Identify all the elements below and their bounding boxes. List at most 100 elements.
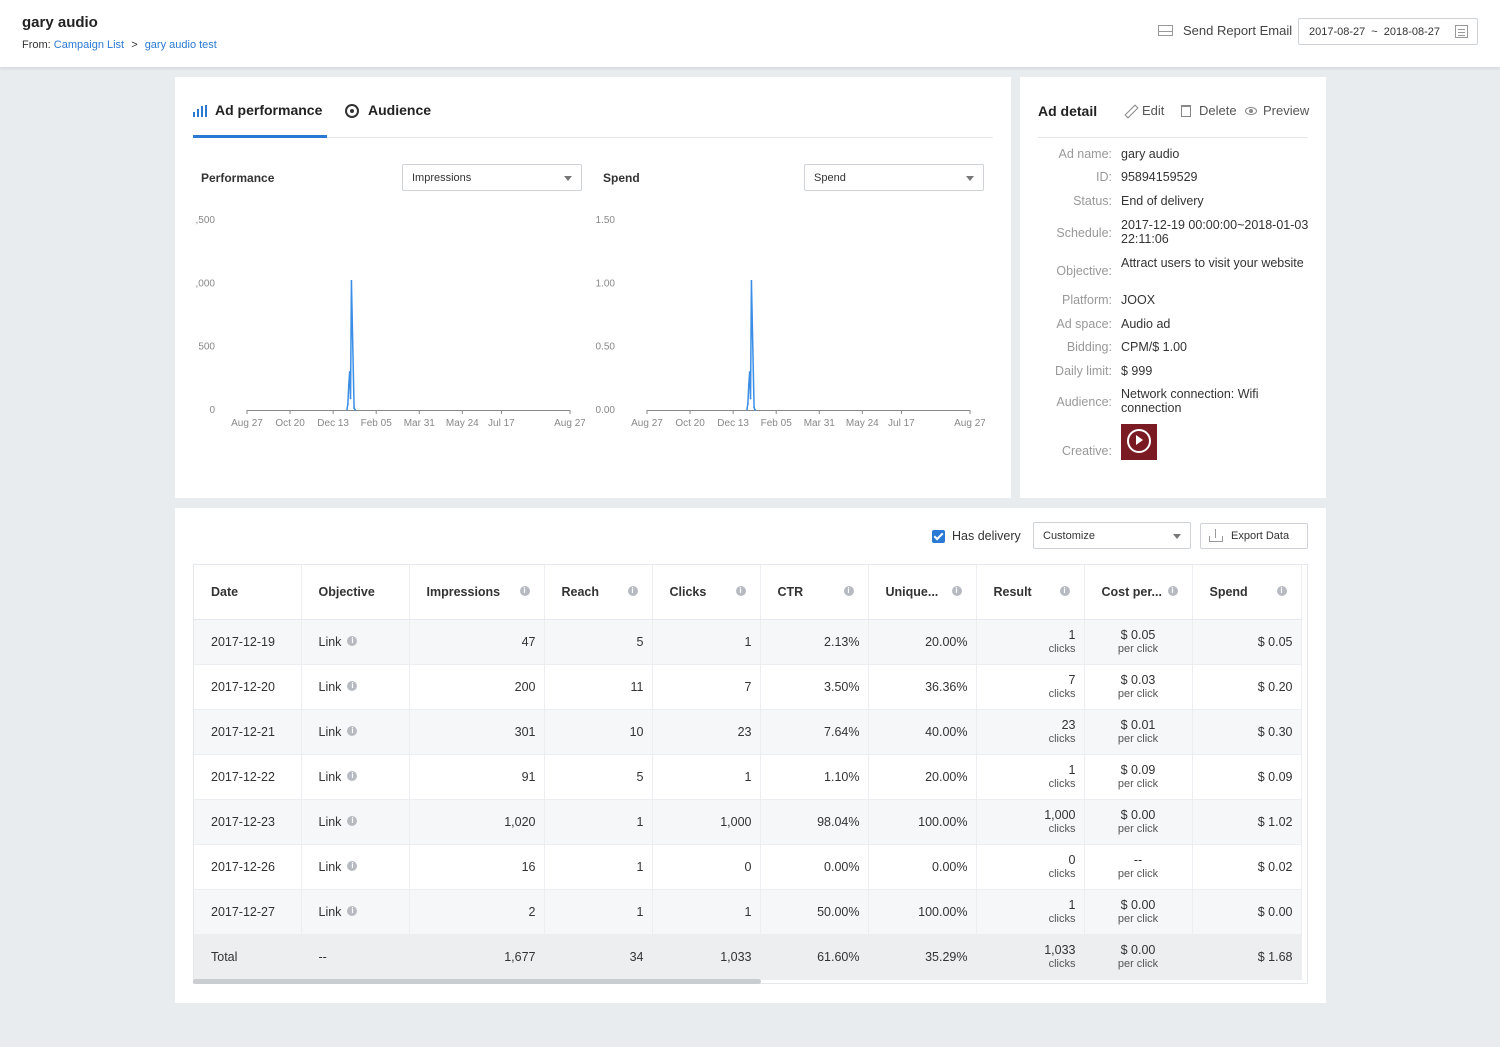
info-icon[interactable]: i xyxy=(347,771,358,782)
checkbox-checked-icon xyxy=(932,529,945,543)
ctr-cell: 7.64% xyxy=(760,709,869,755)
info-icon[interactable]: i xyxy=(347,861,358,872)
date-cell: 2017-12-20 xyxy=(194,664,302,710)
info-icon[interactable]: i xyxy=(843,586,854,596)
unique-cell: 100.00% xyxy=(868,889,977,935)
cost-per-result-cell: $ 0.01 per click xyxy=(1084,709,1193,755)
impressions-cell: 47 xyxy=(409,619,545,665)
data-point xyxy=(749,397,752,400)
edit-button[interactable]: Edit xyxy=(1124,103,1164,118)
tab-audience[interactable]: Audience xyxy=(345,102,431,138)
cell-clicks: 1 xyxy=(744,634,752,649)
column-header[interactable]: Impressions i xyxy=(409,565,545,620)
cell-spend: $ 0.20 xyxy=(1257,679,1293,694)
breadcrumb-campaign[interactable]: gary audio test xyxy=(144,39,217,51)
info-icon[interactable]: i xyxy=(347,906,358,917)
column-header[interactable]: Result i xyxy=(976,565,1085,620)
delete-label: Delete xyxy=(1199,103,1237,118)
date-range-picker[interactable]: 2017-08-27 ~ 2018-08-27 xyxy=(1298,18,1478,45)
column-header[interactable]: Spend i xyxy=(1192,565,1302,620)
info-icon[interactable]: i xyxy=(951,586,962,596)
y-tick-label: 0 xyxy=(209,405,215,416)
breadcrumb-campaign-list[interactable]: Campaign List xyxy=(53,39,125,51)
delete-button[interactable]: Delete xyxy=(1181,103,1237,118)
reach-cell: 11 xyxy=(544,664,653,710)
column-header-label: Spend xyxy=(1209,584,1248,599)
ctr-cell: 0.00% xyxy=(760,844,869,890)
data-table-container[interactable]: Date Objective Impressions i Reach i Clicks i CT… xyxy=(193,564,1308,984)
export-data-label: Export Data xyxy=(1231,530,1290,542)
data-point xyxy=(348,370,351,373)
send-report-email-button[interactable]: Send Report Email xyxy=(1158,23,1292,38)
export-data-button[interactable]: Export Data xyxy=(1200,523,1308,549)
info-icon[interactable]: i xyxy=(1276,586,1287,596)
impressions-cell: 91 xyxy=(409,754,545,800)
cell-cost-unit: per click xyxy=(1117,732,1159,745)
info-icon[interactable]: i xyxy=(347,726,358,737)
series-line xyxy=(346,280,357,411)
date-cell: 2017-12-22 xyxy=(194,754,302,800)
column-header[interactable]: Reach i xyxy=(544,565,653,620)
top-bar: gary audio From: Campaign List > gary au… xyxy=(0,0,1500,68)
cell-date: 2017-12-21 xyxy=(211,724,275,739)
detail-value: 95894159529 xyxy=(1121,170,1198,184)
x-tick-label: Oct 20 xyxy=(675,418,705,429)
cell-spend: $ 0.05 xyxy=(1257,634,1293,649)
info-icon[interactable]: i xyxy=(347,816,358,827)
column-header[interactable]: Cost per... i xyxy=(1084,565,1193,620)
reach-cell: 1 xyxy=(544,799,653,845)
ctr-cell: 2.13% xyxy=(760,619,869,665)
tab-ad-performance[interactable]: Ad performance xyxy=(193,102,327,138)
reach-cell: 1 xyxy=(544,889,653,935)
y-tick-label: 1.00 xyxy=(596,278,616,289)
performance-metric-select[interactable]: Impressions xyxy=(402,164,582,191)
detail-key: Schedule: xyxy=(1056,226,1112,240)
cell-result-unit: clicks xyxy=(1048,687,1076,700)
detail-key: Objective: xyxy=(1056,264,1112,278)
info-icon[interactable]: i xyxy=(735,586,746,596)
cell-cost: $ 0.00 xyxy=(1120,897,1156,912)
horizontal-scrollbar[interactable] xyxy=(193,979,761,984)
customize-select[interactable]: Customize xyxy=(1033,522,1191,549)
preview-button[interactable]: Preview xyxy=(1245,103,1309,118)
x-tick-label: Oct 20 xyxy=(275,418,305,429)
cell-clicks: 0 xyxy=(744,859,752,874)
x-tick-label: Jul 17 xyxy=(488,418,515,429)
cell-reach: 5 xyxy=(636,634,644,649)
y-tick-label: 500 xyxy=(198,342,215,353)
objective-cell: Link i xyxy=(301,619,410,665)
cell-unique: 100.00% xyxy=(918,904,968,919)
column-header[interactable]: CTR i xyxy=(760,565,869,620)
spend-cell: $ 0.00 xyxy=(1192,889,1302,935)
info-icon[interactable]: i xyxy=(627,586,638,596)
info-icon[interactable]: i xyxy=(347,636,358,647)
cell-result: 1 xyxy=(1068,762,1076,777)
data-point xyxy=(350,279,353,282)
impressions-cell: 16 xyxy=(409,844,545,890)
cell-reach: 11 xyxy=(630,679,644,694)
chevron-down-icon xyxy=(966,176,974,181)
ctr-cell: 98.04% xyxy=(760,799,869,845)
x-tick-label: May 24 xyxy=(846,418,879,429)
column-header[interactable]: Date xyxy=(194,565,302,620)
detail-key: Ad name: xyxy=(1058,147,1112,161)
creative-thumbnail[interactable] xyxy=(1121,424,1157,460)
column-header[interactable]: Unique... i xyxy=(868,565,977,620)
preview-label: Preview xyxy=(1263,103,1310,118)
detail-key: Status: xyxy=(1073,194,1112,208)
y-tick-label: 1.50 xyxy=(596,215,616,226)
spend-metric-select[interactable]: Spend xyxy=(804,164,984,191)
cell-objective: Link xyxy=(318,724,342,739)
column-header[interactable]: Objective xyxy=(301,565,410,620)
cell-objective: -- xyxy=(318,949,327,964)
column-header[interactable]: Clicks i xyxy=(652,565,761,620)
info-icon[interactable]: i xyxy=(1059,586,1070,596)
info-icon[interactable]: i xyxy=(519,586,530,596)
reach-cell: 34 xyxy=(544,934,653,980)
info-icon[interactable]: i xyxy=(1167,586,1178,596)
cell-spend: $ 0.30 xyxy=(1257,724,1293,739)
has-delivery-checkbox[interactable]: Has delivery xyxy=(932,529,1021,543)
info-icon[interactable]: i xyxy=(347,681,358,692)
series-line xyxy=(746,280,756,411)
data-point xyxy=(347,383,350,386)
